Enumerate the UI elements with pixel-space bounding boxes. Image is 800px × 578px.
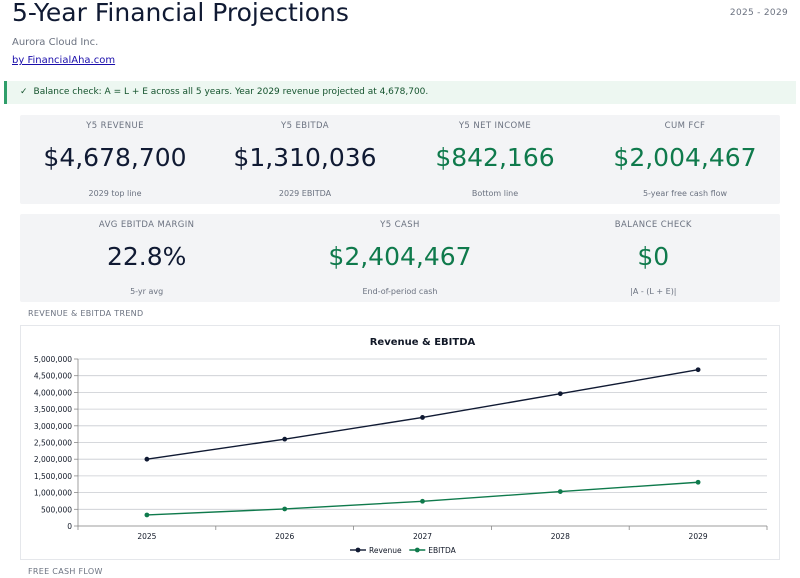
kpi-label: Y5 EBITDA	[280, 121, 329, 131]
data-point-ebitda	[420, 498, 425, 504]
kpi-value: $842,166	[435, 143, 555, 172]
kpi-value: $2,404,467	[328, 242, 472, 271]
legend-label: Revenue	[369, 546, 402, 555]
kpi-balance-check: BALANCE CHECK $0 |A - (L + E)|	[527, 214, 780, 302]
kpi-label: Y5 REVENUE	[86, 121, 144, 131]
kpi-sub: |A - (L + E)|	[630, 287, 677, 296]
data-point-revenue	[557, 391, 563, 397]
kpi-y5-revenue: Y5 REVENUE $4,678,700 2029 top line	[20, 115, 210, 204]
chart-title: Revenue & EBITDA	[370, 337, 476, 348]
fcf-section-label: FREE CASH FLOW	[28, 567, 103, 576]
balance-check-banner: ✓ Balance check: A = L + E across all 5 y…	[4, 81, 796, 104]
data-point-revenue	[282, 436, 288, 442]
data-point-revenue	[695, 367, 701, 373]
kpi-value: 22.8%	[106, 242, 187, 271]
kpi-label: BALANCE CHECK	[614, 220, 692, 230]
kpi-value: $2,004,467	[613, 143, 757, 172]
x-tick-label: 2027	[413, 532, 432, 541]
x-tick-label: 2025	[137, 532, 156, 541]
kpi-value: $4,678,700	[43, 143, 187, 172]
kpi-sub: 5-yr avg	[130, 287, 164, 296]
y-tick-label: 1,500,000	[34, 472, 72, 481]
data-point-ebitda	[282, 506, 288, 512]
kpi-row-primary: Y5 REVENUE $4,678,700 2029 top line Y5 E…	[20, 115, 780, 204]
series-line-revenue	[146, 369, 699, 460]
y-tick-label: 3,000,000	[34, 422, 72, 431]
page-title: 5-Year Financial Projections	[12, 0, 349, 27]
legend-marker	[414, 547, 420, 553]
kpi-row-secondary: AVG EBITDA MARGIN 22.8% 5-yr avg Y5 CASH…	[20, 214, 780, 302]
period-range: 2025 - 2029	[729, 8, 788, 18]
banner-text: Balance check: A = L + E across all 5 ye…	[33, 87, 429, 97]
kpi-y5-cash: Y5 CASH $2,404,467 End-of-period cash	[273, 214, 526, 302]
data-point-ebitda	[144, 512, 150, 518]
x-tick-label: 2026	[275, 532, 294, 541]
y-tick-label: 4,000,000	[34, 388, 72, 397]
y-tick-label: 500,000	[41, 505, 72, 514]
byline-link[interactable]: by FinancialAha.com	[12, 55, 116, 66]
kpi-value: $0	[637, 242, 670, 271]
company-name: Aurora Cloud Inc.	[12, 37, 99, 48]
kpi-sub: 5-year free cash flow	[642, 189, 728, 198]
revenue-ebitda-chart: Revenue & EBITDA 0 500,000 1,000,000 1,500,0…	[20, 325, 780, 560]
kpi-y5-ebitda: Y5 EBITDA $1,310,036 2029 EBITDA	[210, 115, 400, 204]
kpi-label: AVG EBITDA MARGIN	[98, 220, 195, 230]
y-tick-label: 0	[67, 522, 72, 531]
data-point-ebitda	[695, 479, 701, 485]
series-line-ebitda	[146, 481, 699, 516]
kpi-sub: End-of-period cash	[362, 287, 438, 296]
check-icon: ✓	[20, 87, 28, 97]
legend-marker	[355, 547, 361, 553]
kpi-y5-net-income: Y5 NET INCOME $842,166 Bottom line	[400, 115, 590, 204]
kpi-sub: 2029 top line	[88, 189, 142, 198]
kpi-label: CUM FCF	[664, 121, 706, 131]
kpi-label: Y5 NET INCOME	[458, 121, 532, 131]
trend-section-label: REVENUE & EBITDA TREND	[28, 309, 144, 318]
kpi-sub: 2029 EBITDA	[278, 189, 332, 198]
data-point-ebitda	[557, 489, 563, 494]
y-tick-label: 3,500,000	[34, 405, 72, 414]
kpi-avg-ebitda-margin: AVG EBITDA MARGIN 22.8% 5-yr avg	[20, 214, 273, 302]
y-tick-label: 5,000,000	[34, 355, 72, 364]
kpi-sub: Bottom line	[471, 189, 519, 198]
kpi-label: Y5 CASH	[380, 220, 420, 230]
kpi-cum-fcf: CUM FCF $2,004,467 5-year free cash flow	[590, 115, 780, 204]
chart-canvas: Revenue & EBITDA 0 500,000 1,000,000 1,500,0…	[34, 337, 768, 555]
y-tick-label: 4,500,000	[34, 372, 72, 381]
y-tick-label: 1,000,000	[34, 489, 72, 498]
x-tick-label: 2029	[689, 532, 708, 541]
kpi-value: $1,310,036	[233, 143, 377, 172]
data-point-revenue	[420, 415, 425, 420]
y-tick-label: 2,500,000	[34, 439, 72, 448]
data-point-revenue	[144, 456, 150, 462]
legend-label: EBITDA	[428, 546, 456, 555]
y-tick-label: 2,000,000	[34, 455, 72, 464]
x-tick-label: 2028	[551, 532, 570, 541]
